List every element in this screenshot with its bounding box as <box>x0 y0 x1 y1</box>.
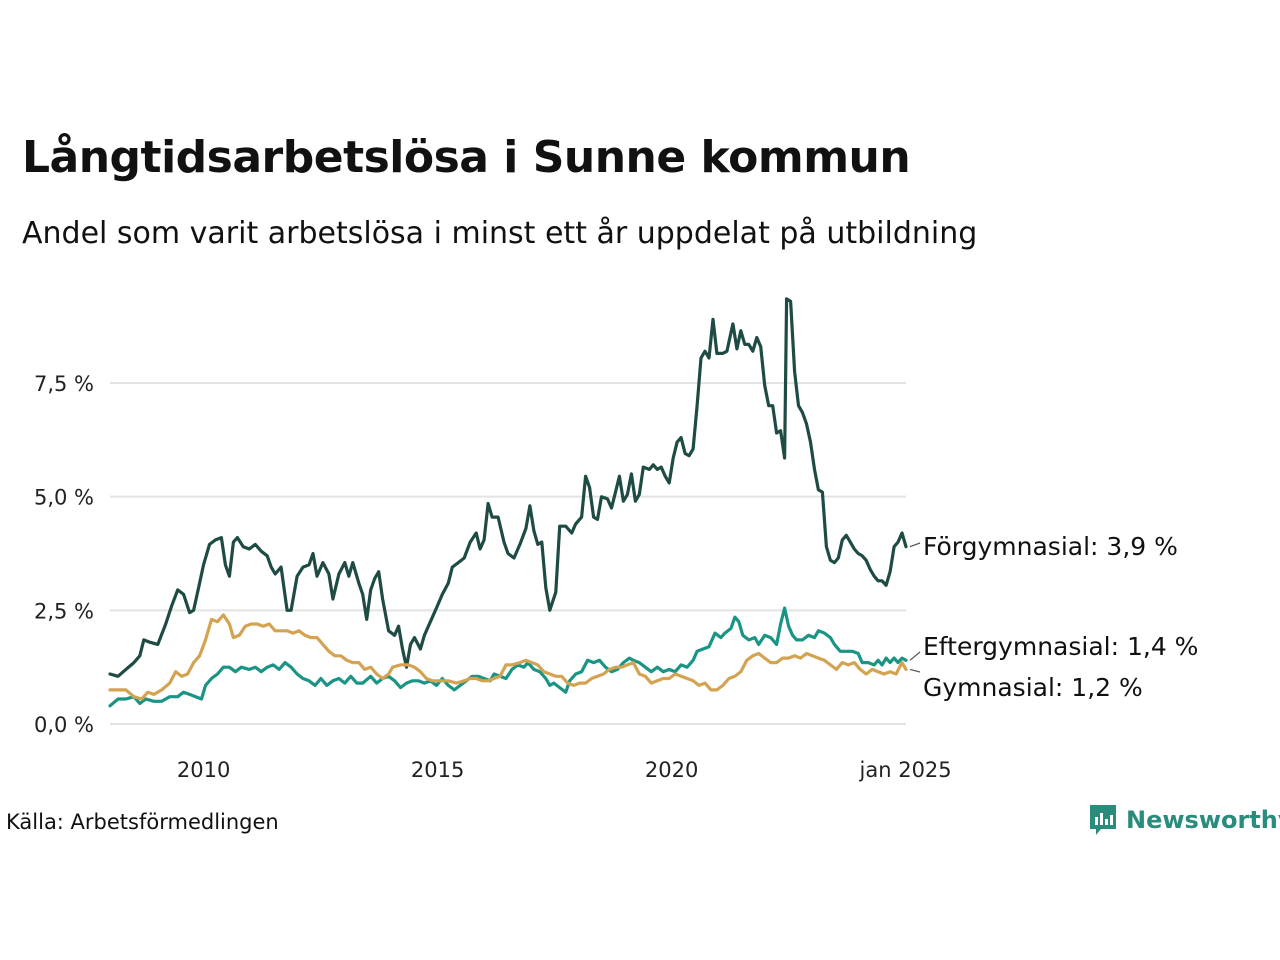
x-axis-ticks: 2010 2015 2020 jan 2025 <box>177 758 952 782</box>
series-lines <box>108 297 908 708</box>
x-tick-label: 2020 <box>645 758 698 782</box>
chart-title: Långtidsarbetslösa i Sunne kommun <box>22 132 911 183</box>
end-label-förgymnasial: Förgymnasial: 3,9 % <box>923 532 1178 561</box>
end-label-connector <box>909 542 921 548</box>
series-end-labels: Förgymnasial: 3,9 % Eftergymnasial: 1,4 %… <box>909 532 1198 702</box>
brand-name: Newsworthy <box>1126 806 1280 834</box>
y-tick-label: 0,0 % <box>34 713 94 737</box>
brand-logo: Newsworthy <box>1088 803 1280 837</box>
end-label-gymnasial: Gymnasial: 1,2 % <box>923 673 1143 702</box>
x-tick-label: 2015 <box>411 758 464 782</box>
x-tick-label: jan 2025 <box>859 758 952 782</box>
y-tick-label: 5,0 % <box>34 486 94 510</box>
end-label-eftergymnasial: Eftergymnasial: 1,4 % <box>923 632 1198 661</box>
gridlines <box>110 382 906 725</box>
y-axis-ticks: 0,0 % 2,5 % 5,0 % 7,5 % <box>34 372 94 737</box>
end-label-connector <box>909 651 921 661</box>
source-note: Källa: Arbetsförmedlingen <box>6 810 279 834</box>
y-tick-label: 2,5 % <box>34 599 94 623</box>
series-line-eftergymnasial <box>108 606 908 708</box>
series-line-gymnasial <box>108 613 908 701</box>
newsworthy-icon <box>1090 805 1116 835</box>
y-tick-label: 7,5 % <box>34 372 94 396</box>
x-tick-label: 2010 <box>177 758 230 782</box>
series-line-förgymnasial <box>108 297 908 678</box>
chart-subtitle: Andel som varit arbetslösa i minst ett å… <box>22 216 978 251</box>
end-label-connector <box>909 668 921 673</box>
